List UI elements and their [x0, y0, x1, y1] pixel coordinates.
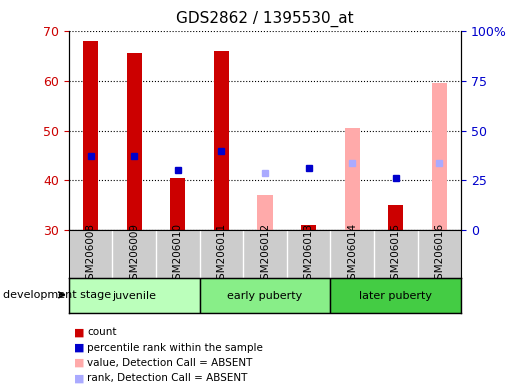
Text: juvenile: juvenile: [112, 291, 156, 301]
Bar: [432, 83, 447, 230]
Title: GDS2862 / 1395530_at: GDS2862 / 1395530_at: [176, 10, 354, 26]
Text: GSM206008: GSM206008: [86, 223, 96, 286]
Text: early puberty: early puberty: [227, 291, 303, 301]
Text: percentile rank within the sample: percentile rank within the sample: [87, 343, 263, 353]
Text: GSM206016: GSM206016: [434, 223, 444, 286]
Text: GSM206011: GSM206011: [216, 223, 226, 286]
Bar: [388, 205, 403, 230]
Bar: [69, 278, 200, 313]
Bar: [344, 128, 360, 230]
Text: ■: ■: [74, 373, 85, 383]
Text: ■: ■: [74, 358, 85, 368]
Text: GSM206015: GSM206015: [391, 223, 401, 286]
Bar: [83, 41, 99, 230]
Text: GSM206013: GSM206013: [304, 223, 314, 286]
Bar: [200, 278, 330, 313]
Bar: [330, 278, 461, 313]
Bar: [127, 53, 142, 230]
Text: later puberty: later puberty: [359, 291, 432, 301]
Text: GSM206014: GSM206014: [347, 223, 357, 286]
Text: development stage: development stage: [3, 290, 111, 300]
Text: ■: ■: [74, 343, 85, 353]
Bar: [301, 225, 316, 230]
Bar: [258, 195, 272, 230]
Text: count: count: [87, 327, 117, 337]
Text: rank, Detection Call = ABSENT: rank, Detection Call = ABSENT: [87, 373, 248, 383]
Text: GSM206010: GSM206010: [173, 223, 183, 286]
Text: GSM206009: GSM206009: [129, 223, 139, 286]
Text: ■: ■: [74, 327, 85, 337]
Text: value, Detection Call = ABSENT: value, Detection Call = ABSENT: [87, 358, 253, 368]
Text: GSM206012: GSM206012: [260, 223, 270, 286]
Bar: [214, 51, 229, 230]
Bar: [170, 178, 185, 230]
